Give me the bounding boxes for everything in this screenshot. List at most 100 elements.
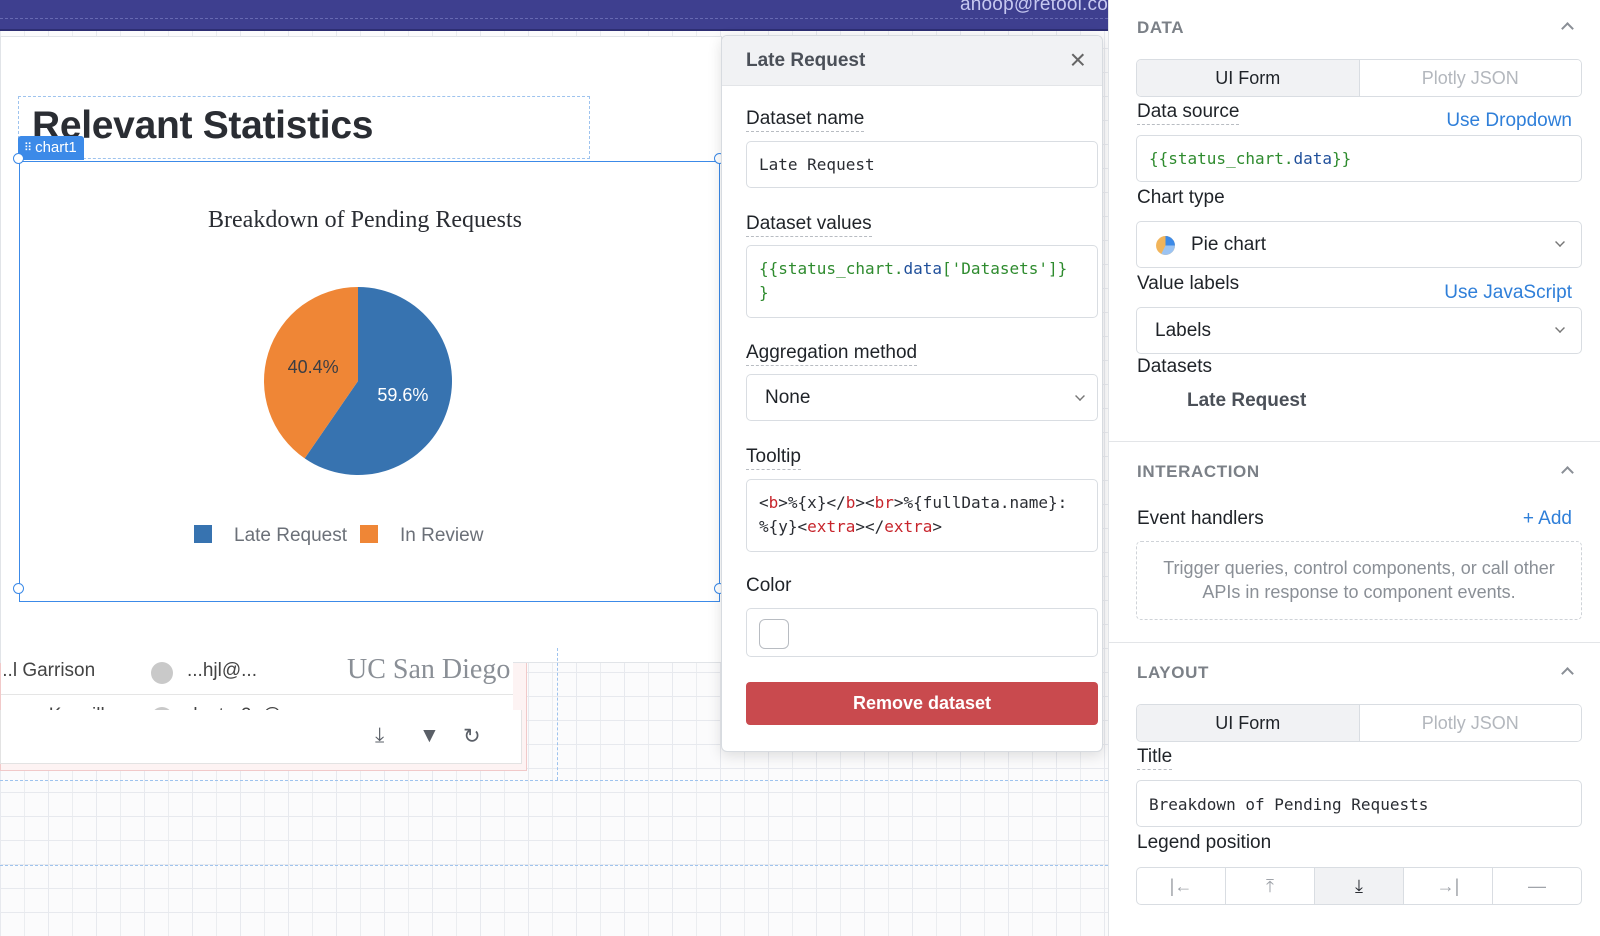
header-dashed-guide [0, 18, 1108, 19]
aggregation-method-select[interactable]: None [746, 374, 1098, 421]
color-label: Color [746, 575, 792, 596]
close-icon[interactable]: × [1069, 44, 1086, 75]
use-dropdown-link[interactable]: Use Dropdown [1446, 110, 1572, 131]
download-icon[interactable]: ⤓ [375, 724, 385, 747]
row-guide-2 [0, 865, 1108, 866]
layout-section-title[interactable]: LAYOUT [1137, 663, 1209, 682]
color-input[interactable] [746, 608, 1098, 657]
data-source-input[interactable]: {{status_chart.data}} [1136, 135, 1582, 182]
chart-selection-tag[interactable]: ⠿ chart1 [18, 136, 84, 160]
interaction-section-title[interactable]: INTERACTION [1137, 462, 1260, 481]
refresh-icon[interactable]: ↻ [463, 725, 481, 748]
legend-swatch[interactable] [194, 525, 212, 543]
legend-entry-label[interactable]: Late Request [234, 525, 348, 546]
filter-icon[interactable]: ▼ [419, 724, 440, 747]
pie-slices: 59.6% 40.4% [264, 287, 452, 476]
dataset-values-editor[interactable]: {{status_chart.data['Datasets']} } [746, 245, 1098, 318]
chevron-down-icon [1075, 391, 1085, 401]
text-component-outline [18, 96, 590, 159]
pie-slice-in-review[interactable] [264, 287, 358, 459]
legend-swatch[interactable] [360, 525, 378, 543]
event-handlers-label: Event handlers [1137, 508, 1264, 529]
chevron-up-icon[interactable] [1561, 667, 1574, 680]
legend-position-label: Legend position [1137, 832, 1272, 853]
data-mode-toggle[interactable]: UI Form Plotly JSON [1136, 59, 1582, 97]
layout-mode-toggle[interactable]: UI Form Plotly JSON [1136, 704, 1582, 742]
dataset-list-item[interactable]: Late Request [1187, 390, 1307, 411]
university-logo-text: UC San Diego [347, 654, 511, 685]
section-divider [1109, 642, 1600, 643]
table-row[interactable]: ...l Garrison ...hjl@... UC San Diego [1, 650, 513, 695]
section-heading[interactable]: Relevant Statistics [32, 104, 374, 147]
legend-bottom-icon[interactable]: ⤓ [1315, 868, 1404, 904]
data-section-title[interactable]: DATA [1137, 18, 1185, 37]
chevron-up-icon[interactable] [1561, 466, 1574, 479]
resize-handle-top-left[interactable] [13, 153, 24, 164]
color-swatch[interactable] [759, 619, 789, 649]
chart-type-value: Pie chart [1191, 234, 1266, 255]
chevron-down-icon [1555, 237, 1565, 247]
use-javascript-link[interactable]: Use JavaScript [1444, 282, 1572, 303]
datasets-label: Datasets [1137, 356, 1212, 377]
table-toolbar: ⤓ ▼ ↻ [0, 710, 522, 764]
chart-component[interactable]: Breakdown of Pending Requests 59.6% 40.4%… [19, 161, 720, 602]
avatar [151, 662, 173, 684]
column-guide [557, 648, 558, 780]
tooltip-code-line-2: %{y}<extra></extra> [759, 517, 943, 536]
drag-grip-icon[interactable]: ⠿ [24, 142, 32, 154]
legend-position-toggle[interactable]: |← ⤒ ⤓ →| — [1136, 867, 1582, 905]
tooltip-editor[interactable]: <b>%{x}</b><br>%{fullData.name}: %{y}<ex… [746, 479, 1098, 552]
legend-entry-label[interactable]: In Review [400, 525, 484, 546]
chart-tag-label: chart1 [35, 139, 77, 156]
row-guide [0, 780, 1108, 781]
chart-title-input[interactable]: Breakdown of Pending Requests [1136, 780, 1582, 827]
tooltip-label: Tooltip [746, 446, 801, 470]
chart-title-value: Breakdown of Pending Requests [1149, 795, 1429, 814]
resize-handle-bottom-left[interactable] [13, 583, 24, 594]
chart-title: Breakdown of Pending Requests [208, 207, 522, 233]
tab-plotly-json[interactable]: Plotly JSON [1359, 60, 1581, 96]
pie-slice-late-request[interactable] [304, 287, 452, 476]
tab-plotly-json[interactable]: Plotly JSON [1359, 705, 1581, 741]
popover-title: Late Request [746, 50, 866, 71]
title-label: Title [1137, 746, 1173, 770]
value-labels-select[interactable]: Labels [1136, 307, 1582, 354]
pie-chart-svg: Breakdown of Pending Requests 59.6% 40.4%… [194, 207, 522, 546]
legend-right-icon[interactable]: →| [1404, 868, 1493, 904]
value-labels-label: Value labels [1137, 273, 1240, 294]
tooltip-code-line-1: <b>%{x}</b><br>%{fullData.name}: [759, 493, 1068, 512]
dataset-name-label: Dataset name [746, 108, 865, 132]
tab-ui-form[interactable]: UI Form [1137, 705, 1360, 741]
dataset-name-input[interactable]: Late Request [746, 141, 1098, 188]
legend-none-icon[interactable]: — [1528, 875, 1546, 896]
chevron-down-icon [1555, 323, 1565, 333]
dataset-values-label: Dataset values [746, 213, 872, 237]
tab-ui-form[interactable]: UI Form [1137, 60, 1360, 96]
aggregation-method-value: None [765, 387, 811, 408]
inspector-panel: DATA UI Form Plotly JSON Data source Use… [1108, 0, 1600, 936]
user-email: anoop@retool.co [960, 0, 1108, 15]
pie-value-label: 40.4% [288, 357, 339, 377]
data-source-label: Data source [1137, 101, 1240, 125]
add-event-handler-link[interactable]: + Add [1522, 508, 1572, 529]
legend-top-icon[interactable]: ⤒ [1226, 868, 1315, 904]
table-cell-name: ...l Garrison [1, 660, 96, 681]
legend-left-icon[interactable]: |← [1137, 868, 1226, 904]
event-handlers-empty-state: Trigger queries, control components, or … [1136, 541, 1582, 620]
chart-type-label: Chart type [1137, 187, 1225, 208]
app-header-bar: anoop@retool.co [0, 0, 1108, 31]
dataset-editor-popover: Late Request × Dataset name Late Request… [721, 35, 1103, 752]
remove-dataset-button[interactable]: Remove dataset [746, 682, 1098, 725]
chevron-up-icon[interactable] [1561, 22, 1574, 35]
table-cell-email: ...hjl@... [187, 660, 257, 681]
section-divider [1109, 441, 1600, 442]
dataset-values-code-line-1: {{status_chart.data['Datasets']} [759, 259, 1068, 278]
value-labels-value: Labels [1155, 320, 1211, 341]
pie-value-label: 59.6% [377, 385, 428, 405]
dataset-values-code-line-2: } [759, 283, 769, 302]
pie-chart-icon [1156, 236, 1175, 255]
aggregation-method-label: Aggregation method [746, 342, 918, 366]
dataset-name-value: Late Request [759, 155, 875, 174]
chart-type-select[interactable]: Pie chart [1136, 221, 1582, 268]
data-source-code: {{status_chart.data}} [1149, 149, 1352, 168]
